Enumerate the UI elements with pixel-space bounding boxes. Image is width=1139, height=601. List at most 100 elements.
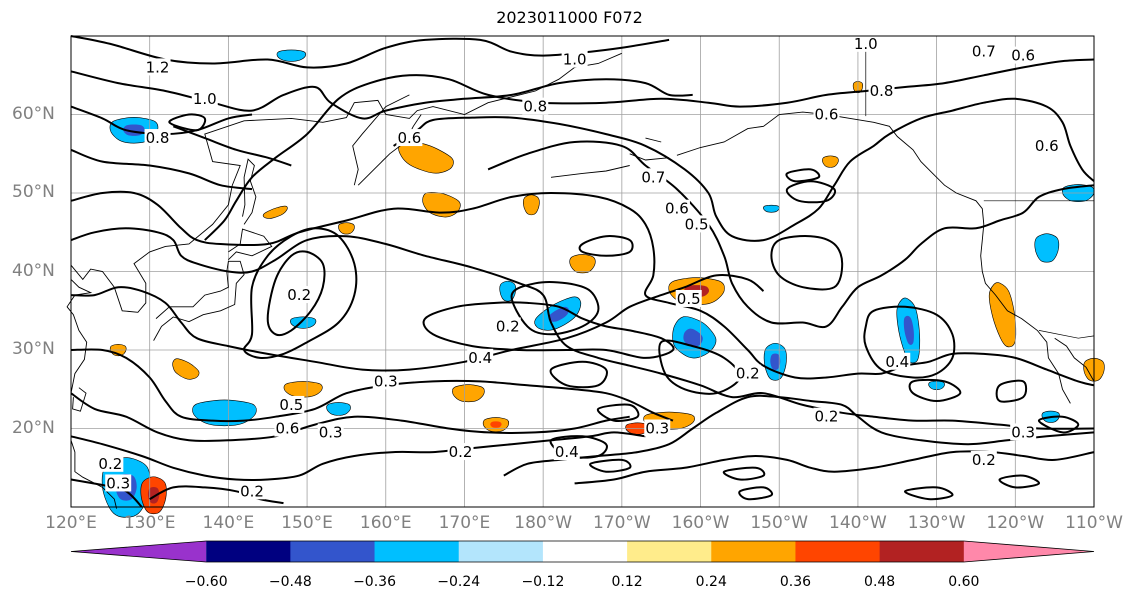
colorbar-segment xyxy=(879,541,965,562)
contour-label: 0.3 xyxy=(645,420,669,438)
longitude-label: 150°E xyxy=(281,513,333,533)
colorbar-extend-low xyxy=(71,541,207,562)
contour-line xyxy=(549,360,608,389)
contour-label: 0.2 xyxy=(240,482,264,500)
contour-label: 0.7 xyxy=(641,168,665,186)
contour-lines xyxy=(70,35,1095,508)
contour-label: 0.3 xyxy=(319,423,343,441)
colorbar-segment xyxy=(206,541,291,562)
contour-label: 0.3 xyxy=(1011,423,1035,441)
contour-line xyxy=(770,235,844,291)
contour-label: 0.5 xyxy=(685,215,709,233)
contour-label-bg xyxy=(1010,423,1037,441)
contour-label-bg xyxy=(372,372,399,390)
contour-line xyxy=(168,113,207,132)
contour-label: 1.2 xyxy=(146,58,170,76)
colorbar-tick-label: 0.48 xyxy=(864,574,896,590)
contour-label-bg xyxy=(884,352,911,370)
coastline xyxy=(72,387,87,412)
contour-label-bg xyxy=(105,474,132,492)
contour-label-bg xyxy=(683,215,710,233)
coastline xyxy=(676,111,1071,404)
contour-line xyxy=(70,392,630,443)
latitude-label: 50°N xyxy=(12,182,55,202)
longitude-label: 140°W xyxy=(829,513,887,533)
contour-label-bg xyxy=(447,443,474,461)
contour-label: 0.8 xyxy=(146,129,170,147)
contour-label-bg xyxy=(144,58,171,76)
contour-label-bg xyxy=(640,168,667,186)
contour-label: 0.6 xyxy=(665,200,689,218)
anomaly-region xyxy=(763,204,780,213)
contour-label-bg xyxy=(663,199,690,217)
anomaly-core xyxy=(548,306,569,322)
colorbar-segment xyxy=(374,541,460,562)
contour-label-bg xyxy=(852,34,879,52)
longitude-label: 170°W xyxy=(592,513,651,533)
anomaly-region xyxy=(398,140,454,174)
contour-label: 0.6 xyxy=(275,420,299,438)
longitude-label: 160°W xyxy=(671,513,730,533)
contour-label-bg xyxy=(675,289,702,307)
contour-line xyxy=(578,235,634,257)
contour-line xyxy=(422,301,675,359)
contour-line xyxy=(70,148,253,191)
coastline xyxy=(357,114,422,186)
contour-label-bg xyxy=(813,407,840,425)
contour-line xyxy=(995,379,1028,403)
anomaly-region xyxy=(569,254,596,274)
colorbar-extend-high xyxy=(963,541,1094,562)
contour-line xyxy=(1037,415,1080,434)
anomaly-core xyxy=(490,421,502,428)
anomaly-region xyxy=(276,49,306,62)
contour-label: 0.8 xyxy=(523,98,547,116)
colorbar-segment xyxy=(711,541,796,562)
contour-line xyxy=(722,466,766,481)
contour-label-bg xyxy=(644,419,671,437)
longitude-label: 130°W xyxy=(907,513,966,533)
coastline xyxy=(1054,337,1095,382)
contour-line xyxy=(70,431,646,482)
contour-label: 0.2 xyxy=(736,365,760,383)
map-frame xyxy=(70,35,1095,508)
colorbar-segment xyxy=(627,541,712,562)
colorbar xyxy=(70,540,1095,563)
contour-label-bg xyxy=(467,348,494,366)
colorbar-tick-label: −0.24 xyxy=(437,574,481,590)
contour-label-bg xyxy=(396,129,423,147)
coastline xyxy=(153,260,245,341)
contour-label: 0.2 xyxy=(972,451,996,469)
coastline xyxy=(228,228,273,261)
contour-label-bg xyxy=(734,364,761,382)
anomaly-region xyxy=(1034,233,1060,263)
latitude-label: 20°N xyxy=(12,417,55,438)
anomaly-region xyxy=(326,402,351,416)
contour-line xyxy=(393,97,1095,242)
anomaly-region xyxy=(283,381,323,398)
colorbar-segment xyxy=(542,541,628,562)
coastline xyxy=(645,137,662,143)
colorbar-tick-label: 0.36 xyxy=(779,574,812,590)
anomaly-region xyxy=(338,222,355,235)
longitude-label: 110°W xyxy=(1065,513,1123,533)
contour-label: 0.3 xyxy=(374,372,398,390)
contour-label-bg xyxy=(813,105,840,123)
contour-line xyxy=(510,281,600,336)
contour-label-bg xyxy=(868,81,895,99)
contour-label-bg xyxy=(317,423,344,441)
colorbar-segment xyxy=(795,541,881,562)
contour-label: 0.4 xyxy=(885,353,909,371)
contour-label: 0.2 xyxy=(496,317,520,335)
longitude-label: 140°E xyxy=(202,513,255,533)
contour-label-bg xyxy=(553,443,580,461)
coastline xyxy=(352,94,410,186)
colorbar-tick-label: −0.60 xyxy=(184,574,228,590)
contour-label-bg xyxy=(144,129,171,147)
contour-label: 0.5 xyxy=(677,290,701,308)
colorbar-segment xyxy=(458,541,544,562)
contour-label: 0.6 xyxy=(397,129,421,147)
coastline xyxy=(550,165,630,178)
contour-line xyxy=(204,58,1095,241)
contour-line xyxy=(487,140,1095,329)
anomaly-region xyxy=(422,191,461,218)
